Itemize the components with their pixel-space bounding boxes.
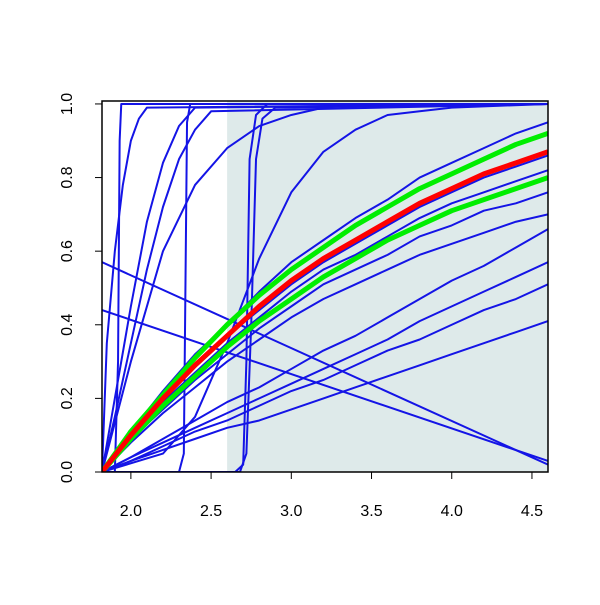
curve bbox=[102, 320, 548, 472]
curve bbox=[102, 102, 548, 472]
shaded-region bbox=[227, 101, 548, 472]
curve bbox=[102, 261, 548, 466]
x-tick-label: 2.5 bbox=[200, 503, 222, 520]
x-tick-label: 4.0 bbox=[441, 503, 463, 520]
curve bbox=[102, 261, 548, 472]
y-tick-label: 0.8 bbox=[59, 166, 76, 188]
x-tick-label: 3.0 bbox=[280, 503, 302, 520]
curve bbox=[102, 131, 548, 472]
curve bbox=[102, 213, 548, 472]
x-tick-label: 4.5 bbox=[521, 503, 543, 520]
y-tick-label: 0.2 bbox=[59, 387, 76, 409]
curve bbox=[102, 102, 548, 472]
y-tick-label: 0.6 bbox=[59, 240, 76, 262]
curve bbox=[102, 228, 548, 472]
curve bbox=[102, 175, 548, 472]
axes: 2.0 2.5 3.0 3.5 4.0 4.5 0.0 0.2 0.4 0.6 0.8 1.0 bbox=[59, 93, 549, 520]
x-tick-label: 2.0 bbox=[120, 503, 142, 520]
curve bbox=[102, 169, 548, 472]
plot-area bbox=[102, 101, 548, 472]
x-tick-label: 3.5 bbox=[360, 503, 382, 520]
curve bbox=[102, 191, 548, 472]
curve bbox=[102, 149, 548, 472]
curve bbox=[102, 102, 548, 472]
curve bbox=[102, 102, 548, 472]
curve bbox=[102, 102, 548, 472]
curve bbox=[102, 102, 548, 472]
curve bbox=[102, 102, 548, 472]
y-tick-label: 1.0 bbox=[59, 93, 76, 115]
plot-frame bbox=[101, 100, 549, 473]
y-tick-label: 0.0 bbox=[59, 461, 76, 483]
y-tick-label: 0.4 bbox=[59, 314, 76, 336]
curve bbox=[102, 309, 548, 462]
